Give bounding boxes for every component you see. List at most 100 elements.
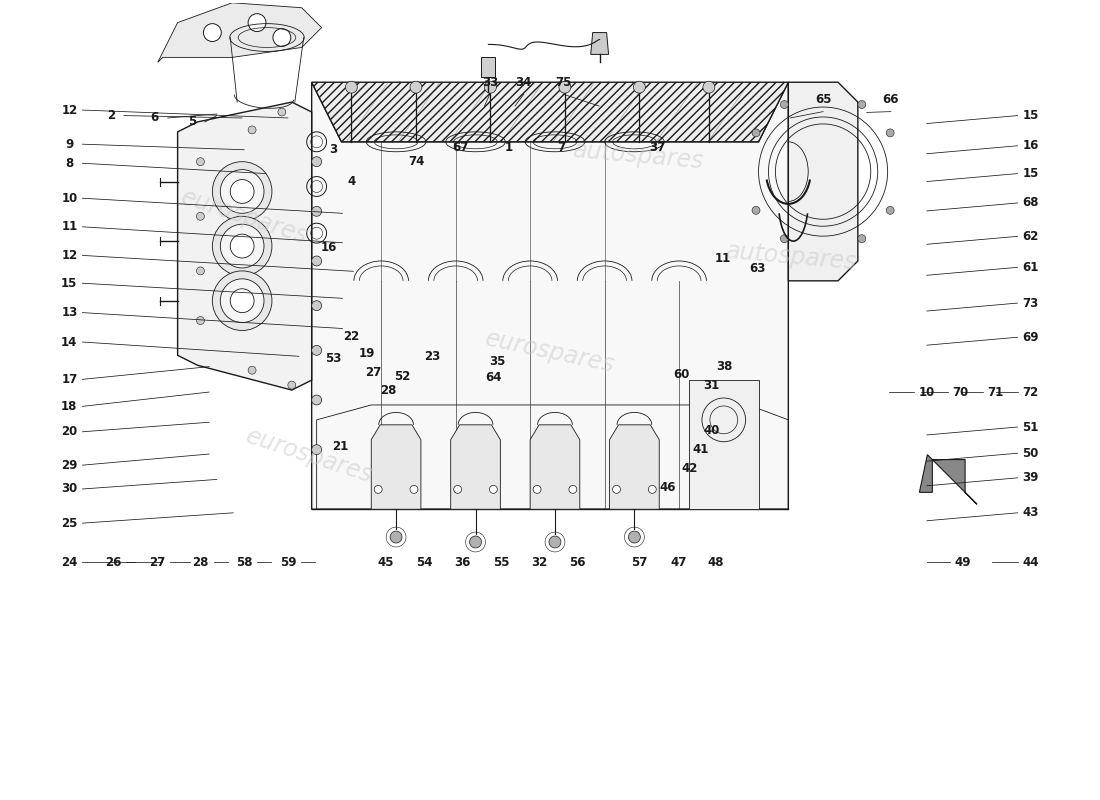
Text: 46: 46 <box>660 481 676 494</box>
Text: 71: 71 <box>988 386 1004 398</box>
Polygon shape <box>372 425 421 510</box>
Text: 32: 32 <box>531 555 547 569</box>
Text: 50: 50 <box>1023 446 1038 460</box>
Circle shape <box>559 82 571 93</box>
Text: 16: 16 <box>321 241 338 254</box>
Text: 9: 9 <box>65 138 74 150</box>
Text: 39: 39 <box>1023 471 1038 484</box>
Polygon shape <box>311 82 789 510</box>
Text: 11: 11 <box>715 252 730 265</box>
Circle shape <box>703 82 715 93</box>
Polygon shape <box>177 102 311 390</box>
Text: 28: 28 <box>381 384 396 397</box>
Text: eurospares: eurospares <box>178 186 310 249</box>
Circle shape <box>484 82 496 93</box>
Circle shape <box>752 129 760 137</box>
Text: 2: 2 <box>107 109 114 122</box>
Text: 4: 4 <box>348 175 355 188</box>
Text: 42: 42 <box>682 462 698 475</box>
Polygon shape <box>920 454 977 504</box>
Text: 67: 67 <box>452 141 469 154</box>
Text: 58: 58 <box>235 555 252 569</box>
Text: 15: 15 <box>62 277 77 290</box>
Text: 38: 38 <box>716 360 733 373</box>
Text: 54: 54 <box>416 555 432 569</box>
Text: 73: 73 <box>1023 297 1038 310</box>
Circle shape <box>634 82 646 93</box>
Text: 14: 14 <box>62 335 77 349</box>
Circle shape <box>230 234 254 258</box>
Circle shape <box>204 24 221 42</box>
Circle shape <box>887 129 894 137</box>
Circle shape <box>648 486 657 494</box>
Polygon shape <box>591 33 608 54</box>
Text: 10: 10 <box>62 192 77 205</box>
Text: 21: 21 <box>332 439 349 453</box>
Polygon shape <box>451 425 501 510</box>
Circle shape <box>249 366 256 374</box>
Text: 15: 15 <box>1023 167 1038 180</box>
Circle shape <box>249 126 256 134</box>
Circle shape <box>311 395 321 405</box>
Text: 35: 35 <box>490 355 506 368</box>
Text: 49: 49 <box>955 555 971 569</box>
Text: autospares: autospares <box>724 239 857 274</box>
Circle shape <box>490 486 497 494</box>
Circle shape <box>858 101 866 109</box>
Text: 74: 74 <box>408 155 425 168</box>
Circle shape <box>197 317 205 325</box>
Text: 40: 40 <box>704 424 719 437</box>
Text: 5: 5 <box>188 115 196 129</box>
Text: 20: 20 <box>62 426 77 438</box>
Text: 23: 23 <box>424 350 440 363</box>
Text: 62: 62 <box>1023 230 1038 243</box>
Text: 11: 11 <box>62 220 77 234</box>
Circle shape <box>311 157 321 166</box>
Text: 41: 41 <box>693 442 708 456</box>
Text: 69: 69 <box>1022 330 1038 344</box>
Circle shape <box>212 162 272 222</box>
Text: 55: 55 <box>493 555 509 569</box>
Circle shape <box>288 381 296 389</box>
Circle shape <box>273 29 290 46</box>
Polygon shape <box>311 82 789 142</box>
Circle shape <box>220 224 264 268</box>
Text: 30: 30 <box>62 482 77 495</box>
Text: 3: 3 <box>330 143 338 156</box>
Text: 57: 57 <box>631 555 648 569</box>
Text: 27: 27 <box>365 366 382 378</box>
Circle shape <box>374 486 382 494</box>
Text: 65: 65 <box>815 94 832 106</box>
Circle shape <box>549 536 561 548</box>
Circle shape <box>752 206 760 214</box>
Text: 19: 19 <box>359 347 375 361</box>
Circle shape <box>311 206 321 216</box>
Text: 12: 12 <box>62 249 77 262</box>
Circle shape <box>613 486 620 494</box>
Circle shape <box>534 486 541 494</box>
Text: 26: 26 <box>104 555 121 569</box>
Circle shape <box>220 170 264 214</box>
Text: 34: 34 <box>516 76 532 89</box>
Circle shape <box>230 179 254 203</box>
Polygon shape <box>157 2 321 62</box>
Circle shape <box>470 536 482 548</box>
Text: 48: 48 <box>707 555 724 569</box>
Text: eurospares: eurospares <box>243 424 376 487</box>
Text: 6: 6 <box>151 111 158 125</box>
Circle shape <box>197 158 205 166</box>
Text: 72: 72 <box>1023 386 1038 398</box>
Circle shape <box>453 486 462 494</box>
Text: 16: 16 <box>1023 139 1038 152</box>
Text: 27: 27 <box>148 555 165 569</box>
Text: 45: 45 <box>378 555 395 569</box>
Circle shape <box>197 212 205 220</box>
Circle shape <box>390 531 402 543</box>
Polygon shape <box>482 58 495 78</box>
Text: 47: 47 <box>671 555 688 569</box>
Text: 7: 7 <box>557 141 565 154</box>
Text: 44: 44 <box>1022 555 1038 569</box>
Text: 29: 29 <box>62 458 77 472</box>
Circle shape <box>410 486 418 494</box>
Circle shape <box>278 108 286 116</box>
